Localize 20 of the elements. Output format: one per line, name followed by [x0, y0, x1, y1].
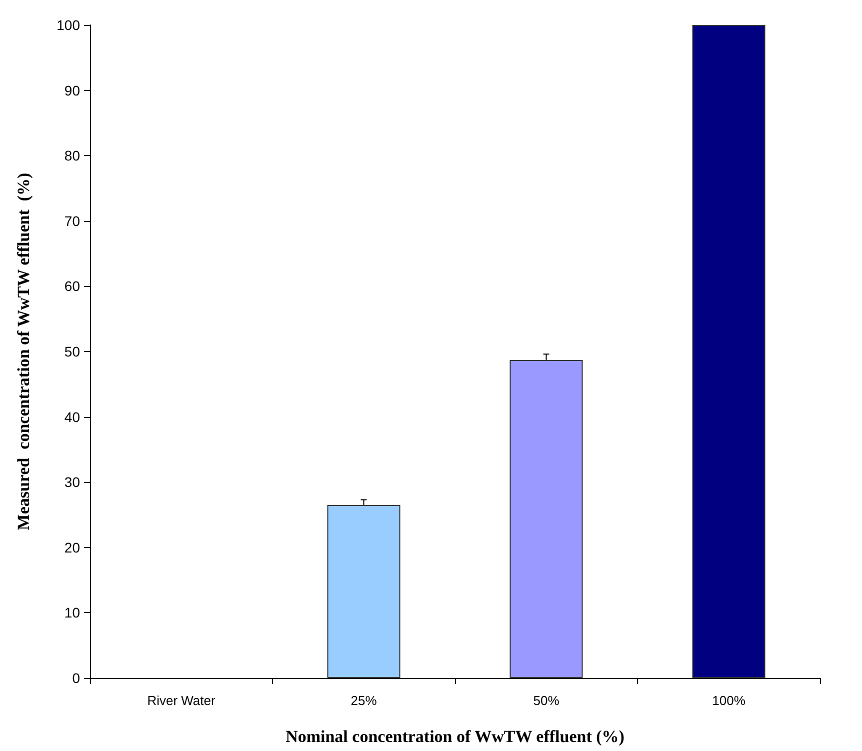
x-tick-label: 100%	[712, 693, 746, 708]
x-tick-label: River Water	[147, 693, 216, 708]
x-axis-title: Nominal concentration of WwTW effluent (%)	[286, 727, 624, 746]
y-tick-label: 40	[64, 408, 80, 425]
y-tick-label: 80	[64, 148, 80, 164]
y-tick-label: 60	[64, 278, 80, 294]
y-tick-label: 70	[64, 212, 80, 229]
bar	[327, 504, 400, 678]
y-tick-label: 10	[64, 604, 80, 621]
bar	[510, 360, 583, 678]
x-tick-label: 50%	[533, 693, 560, 708]
y-tick-label: 20	[64, 539, 80, 556]
y-tick-label: 0	[72, 670, 80, 686]
y-tick-label: 30	[64, 474, 80, 490]
y-tick-label: 90	[64, 82, 80, 98]
y-tick-label: 100	[56, 17, 80, 33]
x-tick-label: 25%	[350, 693, 378, 708]
bar	[692, 25, 766, 678]
y-axis-title: Measured concentration of WwTW effluent (%)	[14, 172, 33, 530]
y-tick-label: 50	[64, 344, 80, 360]
